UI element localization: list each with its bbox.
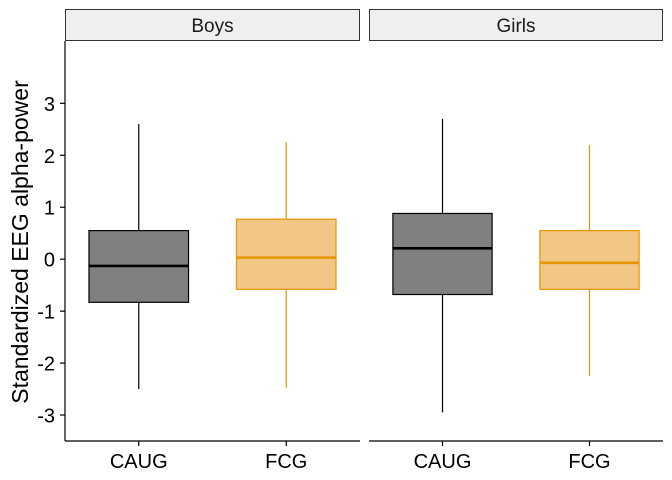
box-caug xyxy=(392,118,493,413)
x-tick-label: FCG xyxy=(265,451,307,473)
y-tick-label: 1 xyxy=(44,198,55,220)
facet-strip xyxy=(369,9,663,41)
x-tick-label: FCG xyxy=(568,451,610,473)
y-tick-label: -1 xyxy=(37,302,55,324)
y-tick-label: 0 xyxy=(44,250,55,272)
facet-panels: Boys CAUG FCG Girls CAUG FCG xyxy=(65,9,663,473)
y-tick-label: 3 xyxy=(44,94,55,116)
iqr-box xyxy=(539,230,640,290)
box-fcg xyxy=(235,142,337,389)
facet-strip-label: Boys xyxy=(191,16,233,37)
box-fcg xyxy=(539,144,640,377)
iqr-box xyxy=(235,218,337,290)
y-tick-label: -2 xyxy=(37,354,55,376)
facet-strip-label: Girls xyxy=(496,16,535,37)
box-caug xyxy=(88,124,190,390)
panel-boys: Boys CAUG FCG xyxy=(65,9,360,473)
iqr-box xyxy=(392,212,493,296)
y-tick-label: -3 xyxy=(37,406,55,428)
y-axis-title: Standardized EEG alpha-power xyxy=(7,80,33,404)
y-tick-label: 2 xyxy=(44,146,55,168)
x-tick-label: CAUG xyxy=(414,451,472,473)
x-tick-label: CAUG xyxy=(110,451,168,473)
panel-girls: Girls CAUG FCG xyxy=(369,9,663,473)
facet-strip xyxy=(65,9,360,41)
y-axis: -3 -2 -1 0 1 2 3 xyxy=(37,41,66,441)
